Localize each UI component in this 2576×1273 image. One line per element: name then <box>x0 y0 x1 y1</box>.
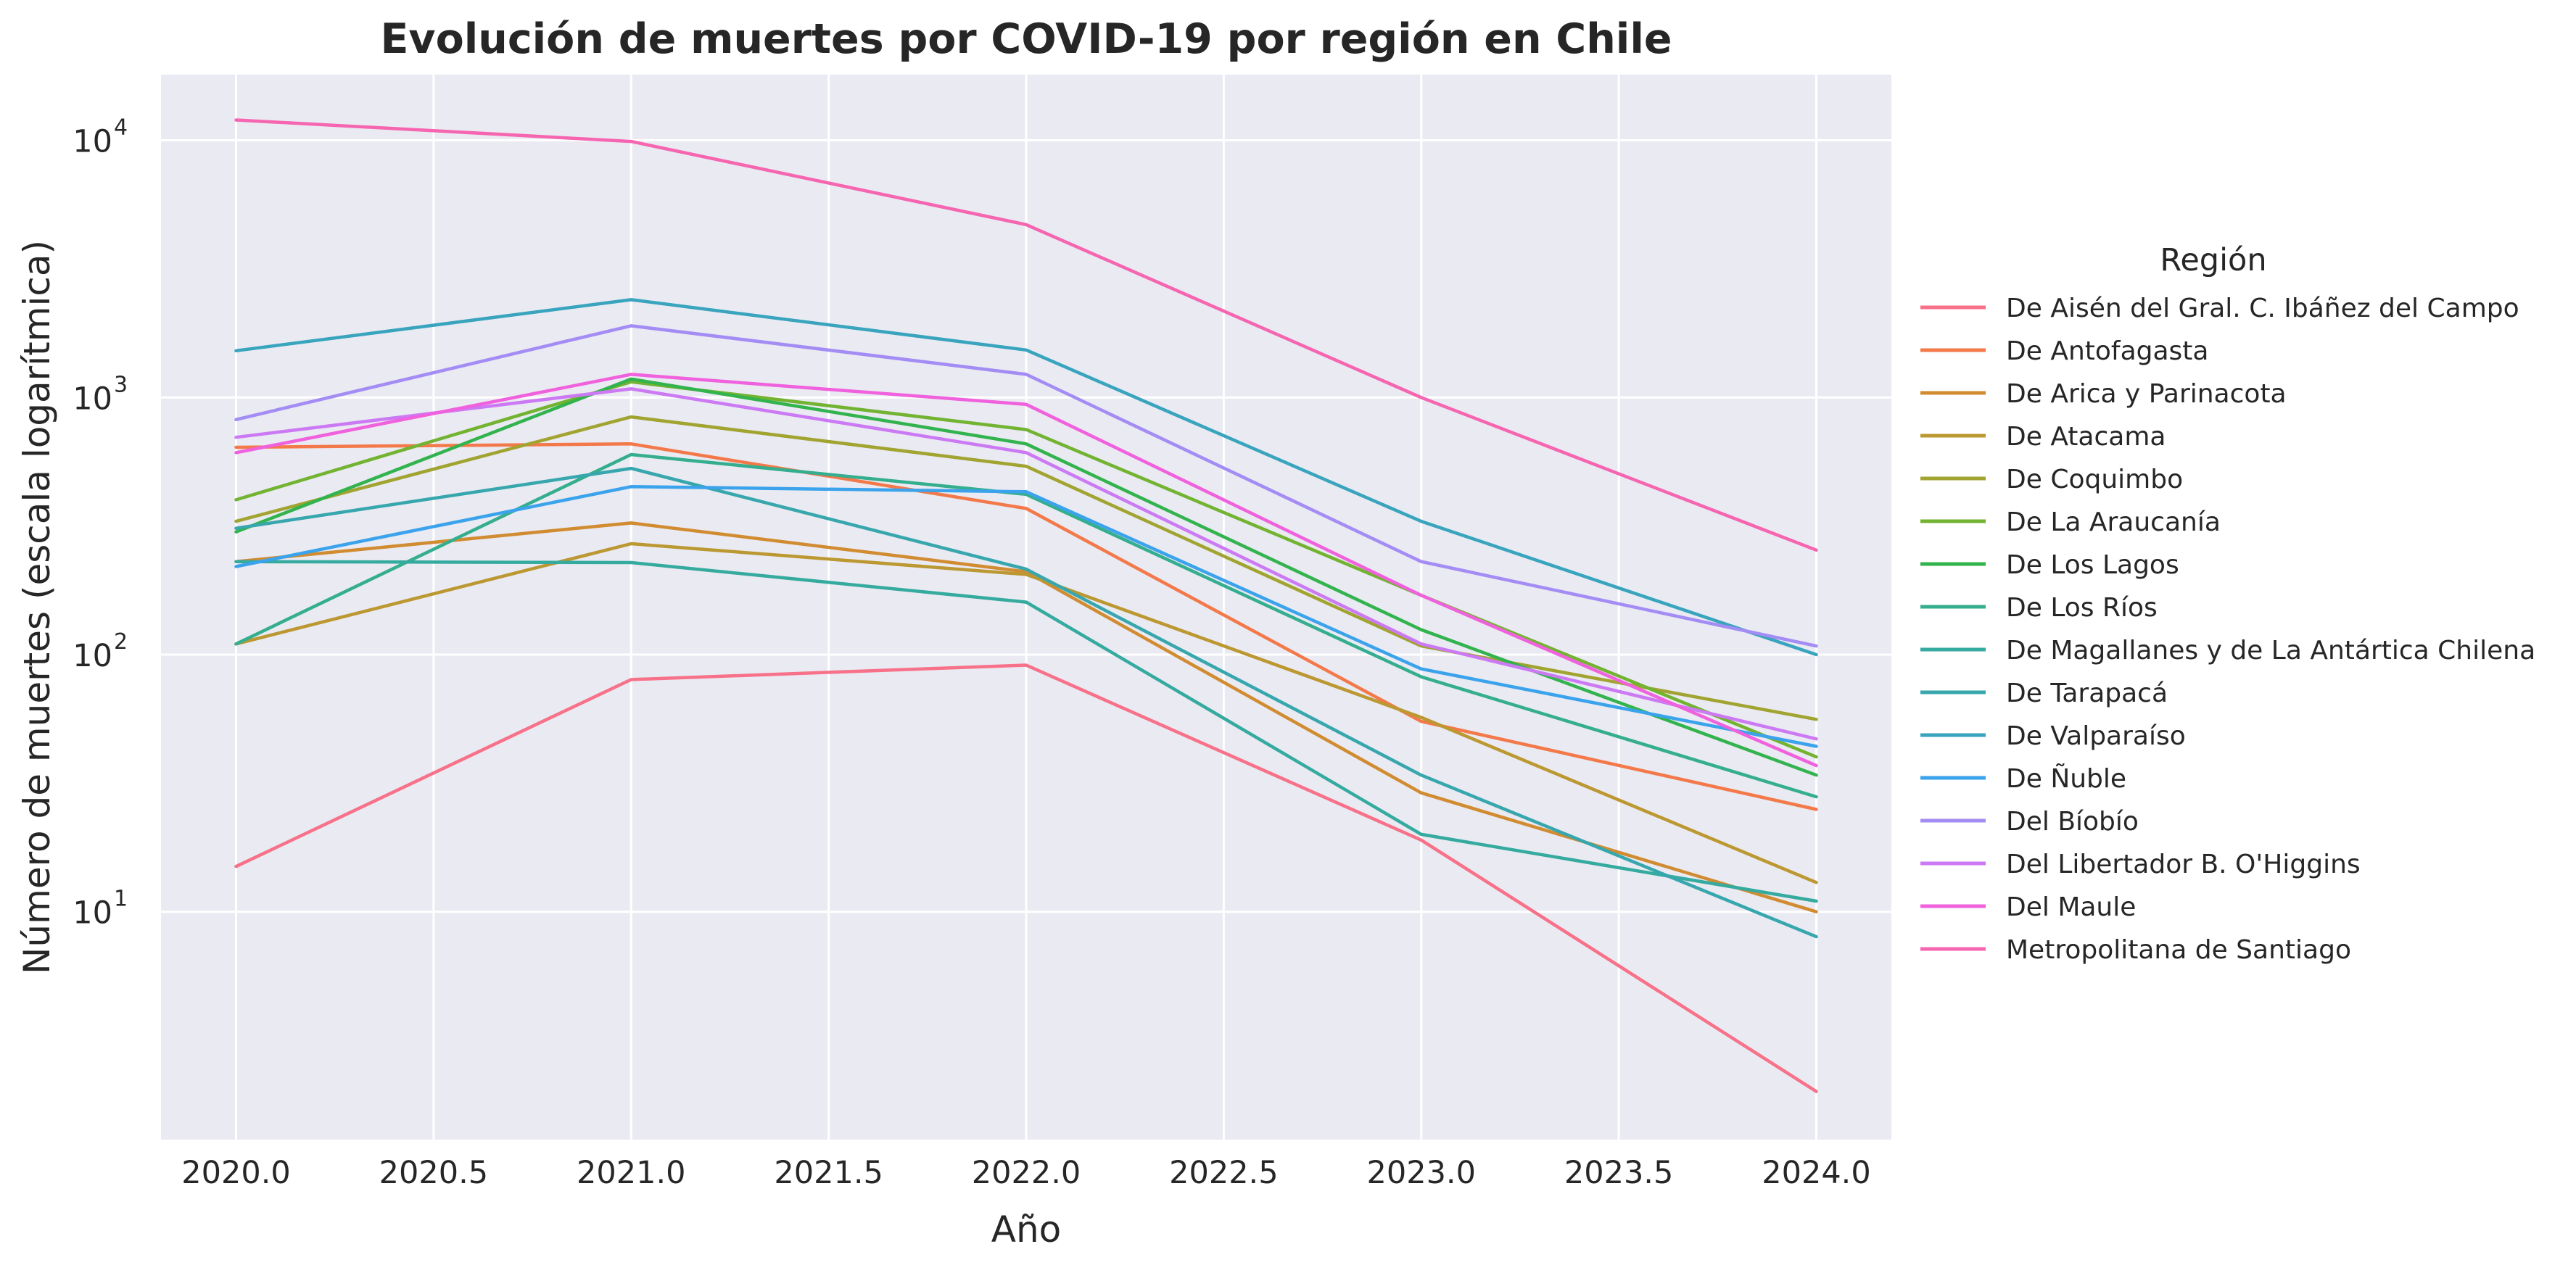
x-tick-label: 2021.5 <box>774 1155 883 1191</box>
y-tick-exponent: 1 <box>114 887 128 912</box>
series-line <box>234 298 1818 657</box>
x-tick-label: 2023.5 <box>1564 1155 1673 1191</box>
y-tick-label: 10 <box>73 638 112 674</box>
series-line <box>234 118 1818 552</box>
series-line <box>234 324 1818 648</box>
legend-label: Del Maule <box>2006 892 2136 922</box>
series-line <box>234 377 1818 777</box>
legend-label: De Tarapacá <box>2006 679 2168 708</box>
x-tick-label: 2023.0 <box>1367 1155 1476 1191</box>
series-line <box>234 387 1818 741</box>
x-tick-label: 2020.5 <box>379 1155 488 1191</box>
series-line <box>234 415 1818 721</box>
legend-label: De Atacama <box>2006 422 2166 452</box>
legend-label: De Aisén del Gral. C. Ibáñez del Campo <box>2006 294 2519 323</box>
legend-title: Región <box>2160 242 2266 278</box>
series-line <box>234 560 1818 903</box>
legend: Región De Aisén del Gral. C. Ibáñez del … <box>1920 242 2535 965</box>
x-tick-label: 2024.0 <box>1762 1155 1870 1191</box>
y-tick-exponent: 4 <box>114 115 128 141</box>
y-axis-label: Número de muertes (escala logarítmica) <box>16 240 58 974</box>
y-tick-label: 10 <box>73 381 112 417</box>
y-tick-exponent: 3 <box>114 372 128 397</box>
series-line <box>234 442 1818 811</box>
x-tick-label: 2020.0 <box>181 1155 290 1191</box>
x-axis-ticks: 2020.0 2020.5 2021.0 2021.5 2022.0 2022.5 2023… <box>181 1155 1870 1191</box>
legend-label: De Los Lagos <box>2006 550 2179 580</box>
legend-label: De Antofagasta <box>2006 336 2208 366</box>
x-tick-label: 2022.5 <box>1169 1155 1278 1191</box>
series-line <box>234 485 1818 748</box>
series-line <box>234 373 1818 768</box>
series-line <box>234 663 1818 1093</box>
grid <box>161 75 1891 1140</box>
legend-label: De Arica y Parinacota <box>2006 379 2287 409</box>
y-tick-label: 10 <box>73 895 112 932</box>
legend-label: Del Libertador B. O'Higgins <box>2006 850 2361 879</box>
legend-label: Del Bíobío <box>2006 807 2139 837</box>
series-line <box>234 521 1818 913</box>
legend-label: De La Araucanía <box>2006 507 2221 537</box>
legend-label: De Los Ríos <box>2006 593 2158 623</box>
series-line <box>234 542 1818 884</box>
x-tick-label: 2022.0 <box>972 1155 1081 1191</box>
legend-label: Metropolitana de Santiago <box>2006 935 2351 965</box>
legend-label: De Valparaíso <box>2006 721 2186 751</box>
legend-label: De Coquimbo <box>2006 465 2183 494</box>
series-line <box>234 452 1818 799</box>
y-tick-label: 10 <box>73 124 112 160</box>
legend-label: De Ñuble <box>2006 763 2126 794</box>
x-axis-label: Año <box>991 1208 1061 1251</box>
y-tick-exponent: 2 <box>114 629 128 655</box>
series-line <box>234 466 1818 939</box>
x-tick-label: 2021.0 <box>577 1155 685 1191</box>
series-lines <box>234 118 1818 1093</box>
legend-label: De Magallanes y de La Antártica Chilena <box>2006 636 2535 665</box>
chart-title: Evolución de muertes por COVID-19 por re… <box>380 15 1672 63</box>
legend-items: De Aisén del Gral. C. Ibáñez del Campo De… <box>1920 294 2535 965</box>
series-line <box>234 380 1818 759</box>
